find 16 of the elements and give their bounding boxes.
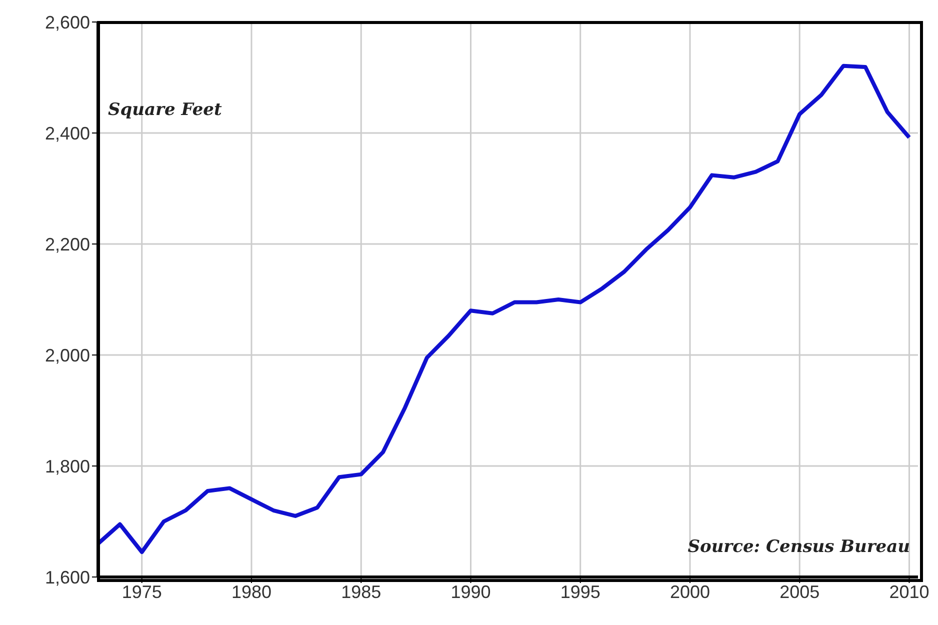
x-tick-label: 1980 (231, 582, 272, 602)
y-tick-label: 2,000 (44, 345, 90, 366)
y-tick-label: 1,600 (44, 567, 90, 588)
x-tick-label: 1975 (122, 582, 162, 602)
x-tick-label: 2005 (780, 582, 820, 602)
x-tick-label: 2010 (889, 582, 930, 602)
annotation: Square Feet (108, 100, 222, 120)
annotation: Source: Census Bureau (688, 537, 910, 557)
y-tick-label: 1,800 (44, 456, 90, 476)
x-tick-label: 1985 (341, 582, 382, 602)
x-tick-label: 1995 (560, 582, 600, 602)
x-tick-label: 2000 (670, 582, 710, 602)
x-tick-label: 1990 (450, 582, 491, 602)
y-tick-label: 2,200 (44, 234, 90, 254)
y-tick-label: 2,600 (44, 12, 90, 32)
y-tick-label: 2,400 (44, 123, 90, 144)
